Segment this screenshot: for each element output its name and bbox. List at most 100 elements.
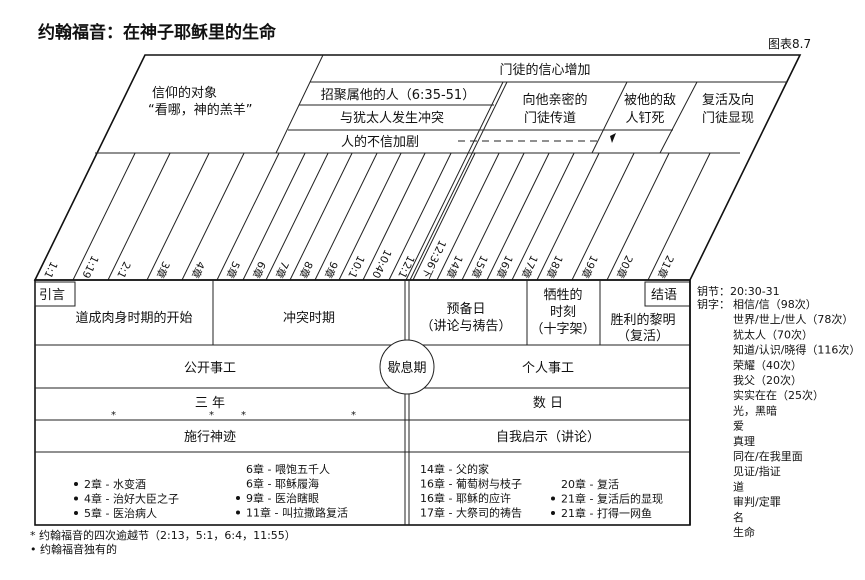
chapter-label: 16章 xyxy=(493,253,515,280)
chapter-label: 19章 xyxy=(578,253,600,280)
resurrection-line1: 复活及向 xyxy=(702,92,754,108)
chapter-label: 20章 xyxy=(613,253,635,280)
unique-bullet-icon xyxy=(236,496,240,500)
sacrifice-line1: 牺牲的 xyxy=(543,287,582,303)
chapter-label: 14章 xyxy=(443,253,465,280)
sacrifice-line3: （十字架） xyxy=(530,322,595,337)
unique-bullet-icon xyxy=(74,482,78,486)
disciples-faith-label: 门徒的信心增加 xyxy=(499,62,590,78)
key-word: 光，黑暗 xyxy=(733,403,777,417)
chapter-divider xyxy=(571,152,635,281)
chapter-label: 10:1 xyxy=(345,253,366,279)
key-word: 我父（20次） xyxy=(733,373,802,387)
chapter-label: 3章 xyxy=(153,259,172,280)
teaching-line1: 向他亲密的 xyxy=(522,92,587,108)
preparation-line2: （讲论与祷告） xyxy=(420,318,511,334)
chapter-label: 4章 xyxy=(188,259,207,280)
chapter-label: 1:19 xyxy=(79,253,100,279)
list-item: 14章 - 父的家 xyxy=(420,462,489,476)
few-days-label: 数 日 xyxy=(533,396,563,411)
list-item: 2章 - 水变酒 xyxy=(84,477,146,491)
chapter-divider xyxy=(107,152,171,281)
page-title: 约翰福音：在神子耶稣里的生命 xyxy=(38,22,277,43)
crucified-line2: 人钉死 xyxy=(625,111,664,126)
svg-text:*: * xyxy=(351,410,356,421)
chapter-divider xyxy=(486,152,550,281)
list-item: 17章 - 大祭司的祷告 xyxy=(420,506,522,520)
self-revelation-label: 自我启示（讲论） xyxy=(496,430,600,445)
figure-label: 图表8.7 xyxy=(768,37,811,51)
key-word: 见证/指证 xyxy=(733,464,781,478)
chapter-divider xyxy=(412,152,476,281)
key-word: 世界/世上/世人（78次） xyxy=(733,312,853,326)
crucified-line1: 被他的敌 xyxy=(624,92,676,108)
arrow-head-icon xyxy=(610,133,616,143)
rest-circle xyxy=(379,339,435,395)
chapter-label: 10:40 xyxy=(369,247,393,279)
top-parallelogram: 1:1 1:19 2:1 3章 4章 5章 6章 7章 8章 9章 10:1 10:40 12:1 12:… xyxy=(33,54,802,281)
key-word: 审判/定罪 xyxy=(733,495,781,509)
key-verse: 钥节：20:30-31 xyxy=(697,284,780,298)
list-item: 21章 - 打得一网鱼 xyxy=(561,506,652,520)
resurrection-line2: 门徒显现 xyxy=(702,111,754,126)
chapter-divider xyxy=(647,152,711,281)
chapter-divider xyxy=(338,152,402,281)
key-word: 名 xyxy=(733,510,744,524)
chapter-label: 15章 xyxy=(468,253,490,280)
passover-stars: * * * * xyxy=(111,410,356,421)
chapter-divider xyxy=(362,152,426,281)
victory-line2: （复活） xyxy=(617,329,669,344)
incarnation-label: 道成肉身时期的开始 xyxy=(75,310,192,326)
list-item: 16章 - 葡萄树与枝子 xyxy=(420,477,522,491)
unique-bullet-icon xyxy=(74,511,78,515)
key-word: 同在/在我里面 xyxy=(733,450,803,463)
chapter-divider xyxy=(72,152,136,281)
list-item: 9章 - 医治瞎眼 xyxy=(246,491,319,505)
list-item: 16章 - 耶稣的应许 xyxy=(420,491,511,505)
chapter-divider xyxy=(511,152,575,281)
chapter-divider xyxy=(289,152,353,281)
footnote-star: * 约翰福音的四次逾越节（2:13，5:1，6:4，11:55） xyxy=(30,528,296,542)
gathering-label: 招聚属他的人（6:35-51） xyxy=(321,87,475,103)
key-word: 犹太人（70次） xyxy=(733,327,813,341)
chapter-label: 8章 xyxy=(296,259,315,280)
chapter-divider xyxy=(606,152,670,281)
unbelief-label: 人的不信加剧 xyxy=(341,134,419,150)
svg-text:*: * xyxy=(111,410,116,421)
rest-label: 歇息期 xyxy=(387,360,426,376)
conflict-period-label: 冲突时期 xyxy=(283,310,335,326)
key-word: 相信/信（98次） xyxy=(733,297,817,311)
faith-object-line1: 信仰的对象 xyxy=(152,85,217,101)
chapter-divider xyxy=(314,152,378,281)
chapter-divider xyxy=(265,152,329,281)
public-ministry-label: 公开事工 xyxy=(184,361,236,376)
list-item: 6章 - 喂饱五千人 xyxy=(246,462,330,476)
preparation-line1: 预备日 xyxy=(446,301,485,317)
list-item: 6章 - 耶稣履海 xyxy=(246,477,319,491)
key-word: 道 xyxy=(733,479,744,493)
key-panel: 钥节：20:30-31 钥字： 相信/信（98次）世界/世上/世人（78次）犹太… xyxy=(689,280,860,539)
footnote-bullet: • 约翰福音独有的 xyxy=(30,542,117,556)
faith-object-line2: “看哪，神的羔羊” xyxy=(148,102,252,118)
key-word: 实实在在（25次） xyxy=(733,388,824,402)
chapter-divider xyxy=(461,152,525,281)
chapter-divider xyxy=(216,152,280,281)
chapter-divider xyxy=(436,152,500,281)
chapter-divider xyxy=(146,152,210,281)
chapter-label: 21章 xyxy=(654,253,676,280)
chapter-divider xyxy=(388,152,452,281)
key-word: 生命 xyxy=(733,525,755,539)
list-item: 11章 - 叫拉撒路复活 xyxy=(246,506,348,520)
victory-line1: 胜利的黎明 xyxy=(610,312,675,328)
chapter-label: 7章 xyxy=(272,259,291,280)
sacrifice-line2: 时刻 xyxy=(550,305,576,320)
teaching-line2: 门徒传道 xyxy=(524,111,576,126)
conflict-jews-label: 与犹太人发生冲突 xyxy=(340,110,444,126)
list-item: 21章 - 复活后的显现 xyxy=(561,492,663,506)
unique-bullet-icon xyxy=(551,496,555,501)
svg-text:*: * xyxy=(209,410,214,421)
key-words-label: 钥字： xyxy=(697,297,730,311)
key-word: 爱 xyxy=(733,420,744,433)
chapter-label: 6章 xyxy=(249,259,268,280)
